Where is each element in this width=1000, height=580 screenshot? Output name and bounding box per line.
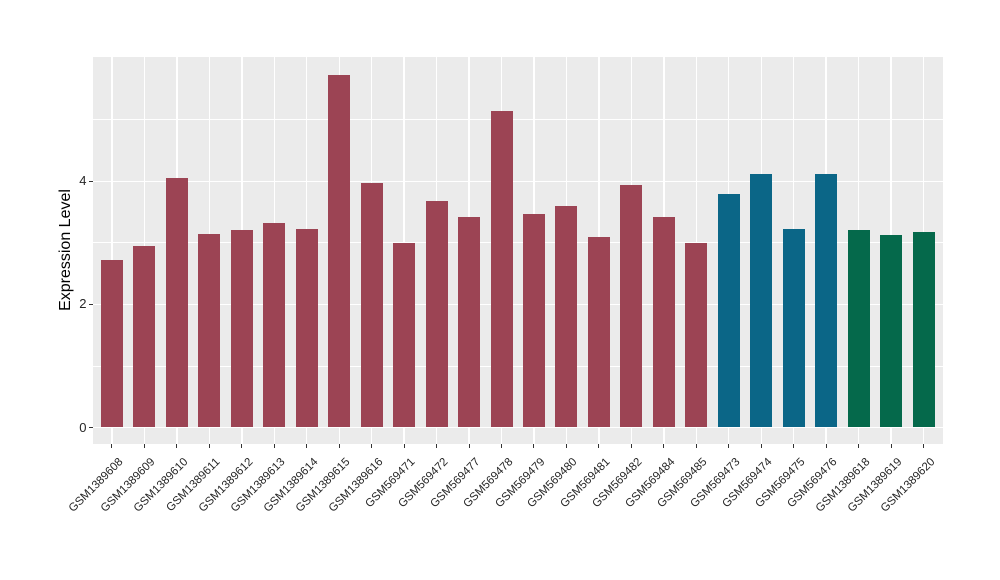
h-gridline-minor xyxy=(92,365,943,367)
bar xyxy=(652,217,675,428)
bar xyxy=(328,74,351,428)
bar xyxy=(393,242,416,428)
bar xyxy=(100,260,123,428)
y-tick-mark xyxy=(88,427,93,428)
x-tick-mark xyxy=(241,443,243,448)
bar xyxy=(912,231,935,428)
y-tick-label: 2 xyxy=(79,296,87,312)
bar xyxy=(198,234,221,428)
x-tick-mark xyxy=(143,443,145,448)
bar xyxy=(847,229,870,428)
x-tick-mark xyxy=(533,443,535,448)
bar xyxy=(620,185,643,428)
bar xyxy=(490,111,513,428)
bar xyxy=(360,183,383,428)
bar xyxy=(815,173,838,428)
x-tick-mark xyxy=(923,443,925,448)
x-tick-mark xyxy=(403,443,405,448)
bar xyxy=(230,229,253,428)
x-tick-mark xyxy=(208,443,210,448)
bar xyxy=(295,229,318,428)
y-tick-label: 4 xyxy=(79,173,87,189)
x-tick-mark xyxy=(371,443,373,448)
x-tick-mark xyxy=(630,443,632,448)
bar xyxy=(685,242,708,428)
bar xyxy=(587,236,610,428)
x-tick-mark xyxy=(468,443,470,448)
h-gridline-major xyxy=(92,180,943,183)
x-tick-mark xyxy=(598,443,600,448)
y-tick-mark xyxy=(88,303,93,305)
bar xyxy=(522,213,545,428)
x-tick-mark xyxy=(176,443,178,448)
bar xyxy=(717,194,740,428)
h-gridline-major xyxy=(92,426,943,429)
x-tick-mark xyxy=(825,443,827,448)
y-tick-label: 0 xyxy=(79,419,87,435)
x-tick-mark xyxy=(728,443,730,448)
bar xyxy=(555,205,578,428)
x-tick-mark xyxy=(436,443,438,448)
x-tick-mark xyxy=(338,443,340,448)
x-tick-mark xyxy=(760,443,762,448)
x-tick-mark xyxy=(793,443,795,448)
bar xyxy=(263,222,286,428)
x-tick-mark xyxy=(306,443,308,448)
x-tick-mark xyxy=(273,443,275,448)
x-tick-mark xyxy=(663,443,665,448)
bar xyxy=(165,177,188,428)
x-tick-mark xyxy=(501,443,503,448)
x-tick-mark xyxy=(565,443,567,448)
bar xyxy=(133,245,156,428)
x-tick-mark xyxy=(111,443,113,448)
bar xyxy=(425,201,448,428)
x-tick-mark xyxy=(890,443,892,448)
bar xyxy=(458,217,481,428)
bar xyxy=(782,228,805,428)
y-tick-mark xyxy=(88,180,93,182)
bar xyxy=(880,234,903,428)
x-tick-mark xyxy=(695,443,697,448)
v-gridline xyxy=(111,57,113,444)
h-gridline-minor xyxy=(92,119,943,121)
bar xyxy=(750,173,773,428)
h-gridline-major xyxy=(92,303,943,306)
x-tick-mark xyxy=(858,443,860,448)
y-axis-title: Expression Level xyxy=(57,189,74,312)
h-gridline-minor xyxy=(92,242,943,244)
